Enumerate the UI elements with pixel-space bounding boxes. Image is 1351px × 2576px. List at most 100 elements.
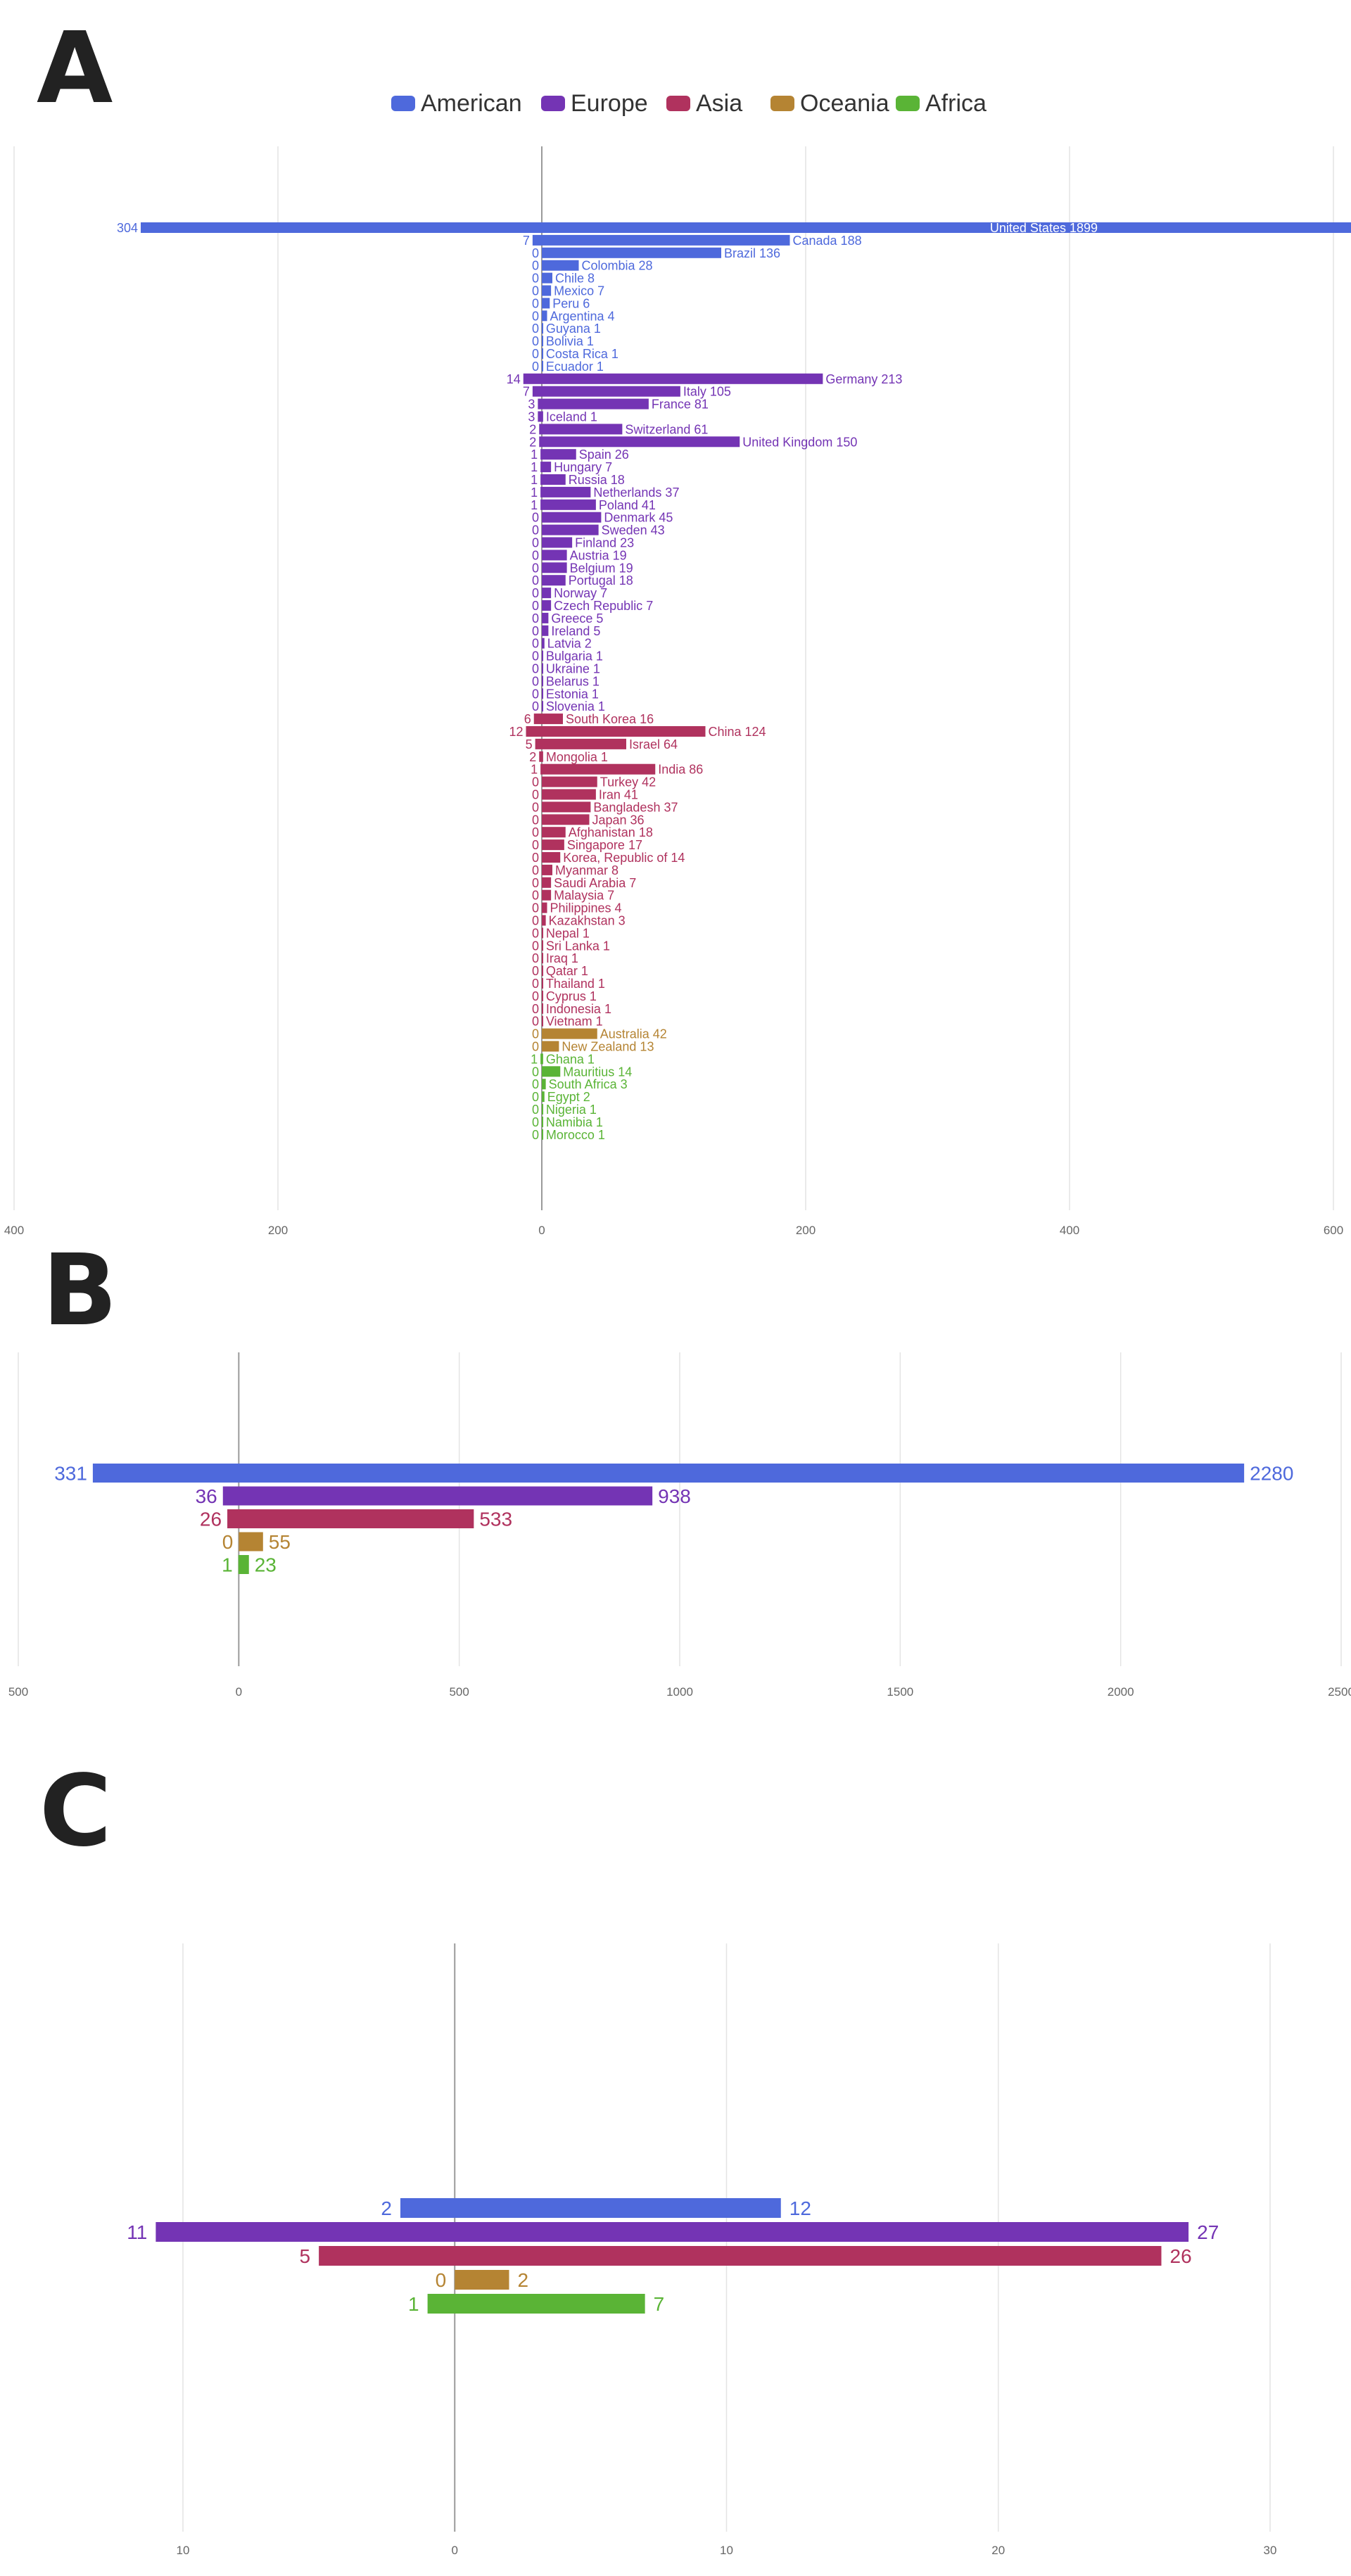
panel-a-bar bbox=[542, 625, 549, 636]
panel-b-tick-label: 500 bbox=[8, 1685, 28, 1699]
panel-b-tick-label: 500 bbox=[449, 1685, 469, 1699]
panel-a-bar bbox=[540, 499, 596, 510]
panel-a-bar bbox=[542, 915, 546, 926]
panel-a-left-value: 0 bbox=[532, 573, 539, 588]
panel-a-right-label: United Kingdom 150 bbox=[742, 435, 857, 449]
panel-a-right-label: Brazil 136 bbox=[724, 246, 780, 260]
legend-swatch-asia bbox=[666, 96, 690, 111]
panel-c-right-label: 2 bbox=[518, 2269, 529, 2291]
panel-a-left-value: 3 bbox=[528, 398, 535, 412]
panel-a-right-label: Myanmar 8 bbox=[555, 863, 619, 877]
panel-a-left-value: 0 bbox=[532, 296, 539, 310]
panel-a-right-label: Nepal 1 bbox=[546, 926, 590, 940]
legend-label-oceania: Oceania bbox=[800, 90, 889, 117]
panel-a-bar bbox=[532, 234, 790, 246]
panel-a-bar bbox=[542, 852, 561, 863]
panel-a-bar bbox=[542, 978, 543, 989]
panel-a-left-value: 0 bbox=[532, 813, 539, 827]
panel-a-right-label: Indonesia 1 bbox=[546, 1002, 611, 1016]
panel-a-bar bbox=[542, 588, 552, 599]
panel-a-right-label: Denmark 45 bbox=[604, 511, 673, 525]
panel-a-bar bbox=[539, 436, 740, 448]
panel-a-left-value: 0 bbox=[532, 611, 539, 626]
panel-a-bar bbox=[542, 839, 564, 851]
panel-a-left-value: 0 bbox=[532, 347, 539, 361]
panel-c-tick-label: 0 bbox=[452, 2544, 458, 2557]
panel-a-bar bbox=[542, 524, 599, 535]
panel-a-bar bbox=[542, 1079, 546, 1090]
panel-a-bar bbox=[141, 222, 1351, 233]
panel-a-bar bbox=[540, 763, 656, 775]
panel-a-right-label: South Africa 3 bbox=[549, 1077, 628, 1091]
panel-a-bar bbox=[542, 650, 543, 661]
panel-a-bar bbox=[542, 612, 549, 623]
panel-a-bar bbox=[532, 386, 680, 397]
panel-a-left-value: 12 bbox=[509, 725, 523, 739]
panel-a-bar bbox=[542, 1091, 545, 1103]
panel-a-left-value: 0 bbox=[532, 637, 539, 651]
panel-a-left-value: 7 bbox=[523, 234, 530, 248]
panel-a-bar bbox=[542, 637, 545, 649]
panel-c-tick-label: 30 bbox=[1264, 2544, 1277, 2557]
panel-a-right-label: Vietnam 1 bbox=[546, 1015, 603, 1029]
panel-a-left-value: 0 bbox=[532, 1027, 539, 1041]
panel-a-right-label: Latvia 2 bbox=[547, 637, 592, 651]
panel-b-tick-label: 2000 bbox=[1108, 1685, 1134, 1699]
panel-a-right-label: Switzerland 61 bbox=[625, 422, 708, 436]
panel-b-tick-label: 1000 bbox=[666, 1685, 693, 1699]
panel-c-left-value: 5 bbox=[300, 2245, 311, 2267]
panel-a-left-value: 2 bbox=[529, 422, 536, 436]
panel-a-right-label: Saudi Arabia 7 bbox=[554, 876, 636, 890]
panel-a-left-value: 1 bbox=[531, 473, 538, 487]
legend-swatch-oceania bbox=[770, 96, 794, 111]
panel-a-bar bbox=[542, 1003, 543, 1014]
panel-a-bar bbox=[540, 486, 591, 497]
panel-a-left-value: 2 bbox=[529, 435, 536, 449]
panel-a-right-label: Poland 41 bbox=[599, 498, 656, 512]
panel-c-right-label: 12 bbox=[789, 2197, 811, 2219]
panel-a-left-value: 0 bbox=[532, 246, 539, 260]
panel-a-left-value: 2 bbox=[529, 750, 536, 764]
panel-a-right-label: Ecuador 1 bbox=[546, 360, 604, 374]
panel-a-left-value: 0 bbox=[532, 939, 539, 953]
panel-a-right-label: Bolivia 1 bbox=[546, 334, 594, 348]
panel-a-bar bbox=[540, 474, 566, 485]
panel-a-left-value: 0 bbox=[532, 334, 539, 348]
panel-a-right-label: Norway 7 bbox=[554, 586, 607, 600]
panel-a-right-label: Iran 41 bbox=[599, 787, 638, 801]
legend-swatch-europe bbox=[541, 96, 565, 111]
panel-b-left-value: 36 bbox=[196, 1485, 217, 1507]
panel-a-right-label: Austria 19 bbox=[570, 548, 627, 562]
panel-a-left-value: 0 bbox=[532, 548, 539, 562]
legend-swatch-africa bbox=[896, 96, 920, 111]
panel-a-bar bbox=[542, 953, 543, 964]
panel-a-left-value: 0 bbox=[532, 535, 539, 550]
panel-a-right-label: Canada 188 bbox=[793, 234, 862, 248]
panel-a-right-label: Philippines 4 bbox=[550, 901, 622, 915]
panel-a-right-label: Kazakhstan 3 bbox=[549, 913, 626, 927]
panel-a-bar bbox=[538, 398, 649, 410]
panel-a-right-label: Turkey 42 bbox=[600, 775, 656, 789]
panel-c-bar bbox=[319, 2246, 1162, 2266]
panel-b-tick-label: 2500 bbox=[1328, 1685, 1351, 1699]
panel-a-right-label: Malaysia 7 bbox=[554, 889, 614, 903]
panel-a-bar bbox=[540, 449, 576, 460]
panel-a-tick-label: 400 bbox=[4, 1224, 24, 1237]
panel-a-left-value: 1 bbox=[531, 763, 538, 777]
panel-b-left-value: 26 bbox=[200, 1509, 222, 1530]
panel-a-left-value: 0 bbox=[532, 309, 539, 323]
panel-a-bar bbox=[542, 272, 552, 284]
panel-a-left-value: 0 bbox=[532, 1065, 539, 1079]
panel-a-bar bbox=[542, 965, 543, 977]
panel-a-bar bbox=[542, 927, 543, 939]
panel-a-left-value: 0 bbox=[532, 661, 539, 675]
panel-a-bar bbox=[542, 285, 552, 296]
panel-a-left-value: 3 bbox=[528, 410, 535, 424]
panel-a-bar bbox=[526, 726, 706, 737]
panel-letter-c: C bbox=[39, 1754, 112, 1869]
panel-a-bar bbox=[542, 940, 543, 951]
panel-a-tick-label: 0 bbox=[538, 1224, 545, 1237]
panel-a-left-value: 0 bbox=[532, 624, 539, 638]
panel-a-bar bbox=[542, 902, 547, 913]
